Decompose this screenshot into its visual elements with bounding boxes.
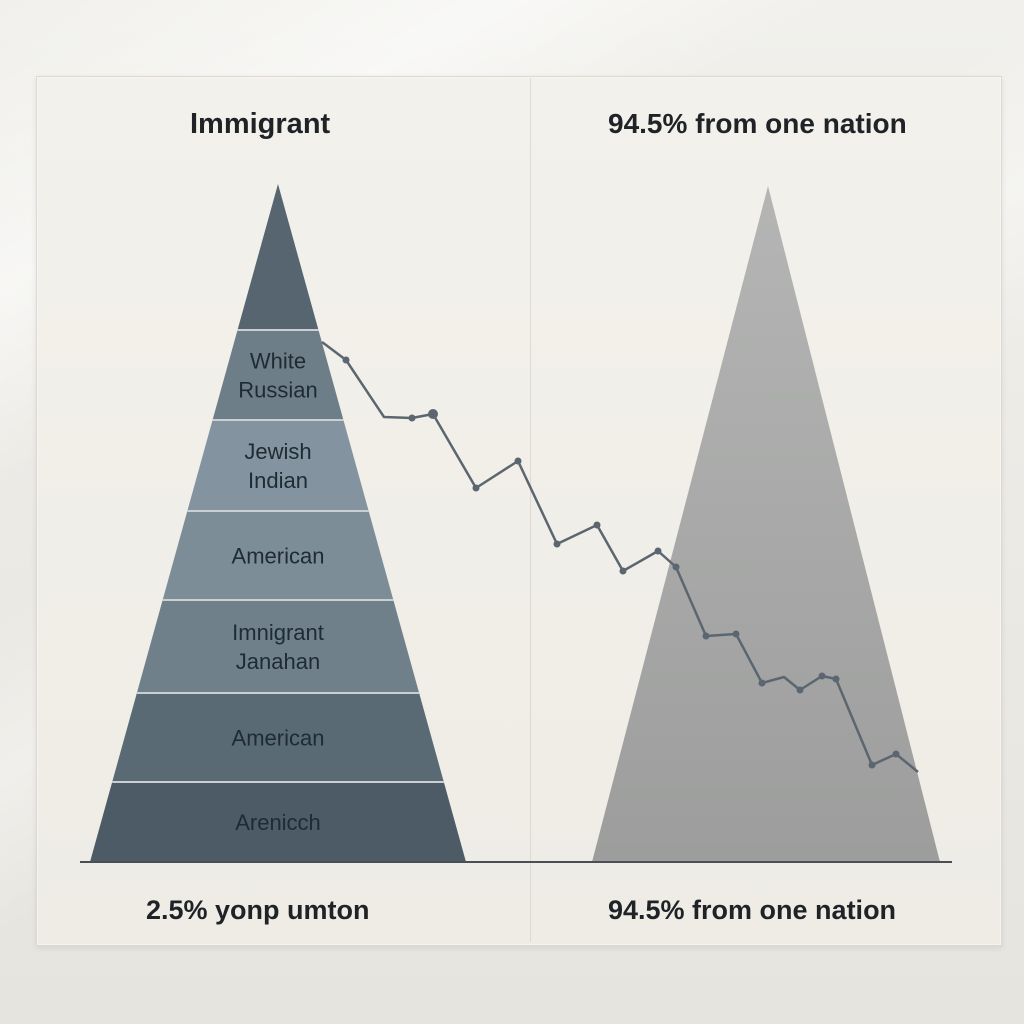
tier-label: White bbox=[250, 349, 306, 374]
pyramid-tier-5 bbox=[136, 600, 420, 693]
left-pyramid: White Russian Jewish Indian American Imnigran… bbox=[90, 184, 466, 862]
trend-point bbox=[892, 750, 900, 758]
pyramid-tier-6 bbox=[112, 693, 444, 782]
trend-point bbox=[702, 632, 710, 640]
trend-point bbox=[619, 567, 627, 575]
trend-point bbox=[342, 356, 350, 364]
right-caption: 94.5% from one nation bbox=[608, 895, 897, 925]
trend-line-path bbox=[321, 341, 919, 773]
pyramid-tier-2 bbox=[212, 330, 344, 420]
trend-point bbox=[796, 686, 804, 694]
pyramid-tier-1 bbox=[237, 184, 319, 330]
center-divider bbox=[530, 78, 531, 942]
trend-point bbox=[832, 675, 840, 683]
trend-point bbox=[408, 414, 416, 422]
tier-label: Janahan bbox=[236, 649, 320, 674]
trend-point bbox=[553, 540, 561, 548]
trend-point bbox=[672, 563, 680, 571]
pyramid-tier-7 bbox=[90, 782, 466, 862]
tier-label: Imnigrant bbox=[232, 620, 324, 645]
trend-point bbox=[472, 484, 480, 492]
left-caption: 2.5% yonp umton bbox=[146, 895, 370, 925]
tier-label: Russian bbox=[238, 378, 317, 403]
trend-point bbox=[818, 672, 826, 680]
pyramid-tier-3 bbox=[187, 420, 369, 511]
trend-point bbox=[732, 630, 740, 638]
tier-label: Jewish bbox=[244, 439, 311, 464]
trend-point bbox=[758, 679, 766, 687]
pyramid-tier-4 bbox=[162, 511, 394, 600]
tier-label: Arenicch bbox=[235, 810, 321, 835]
trend-point bbox=[428, 409, 438, 419]
trend-line bbox=[321, 341, 919, 773]
tier-label: American bbox=[232, 726, 325, 751]
tier-label: American bbox=[232, 544, 325, 569]
right-title: 94.5% from one nation bbox=[608, 108, 907, 139]
trend-point bbox=[654, 547, 662, 555]
right-pyramid bbox=[592, 186, 940, 862]
left-title: Immigrant bbox=[190, 108, 331, 140]
trend-point bbox=[514, 457, 522, 465]
trend-point bbox=[593, 521, 601, 529]
tier-label: Indian bbox=[248, 468, 308, 493]
trend-point bbox=[868, 761, 876, 769]
